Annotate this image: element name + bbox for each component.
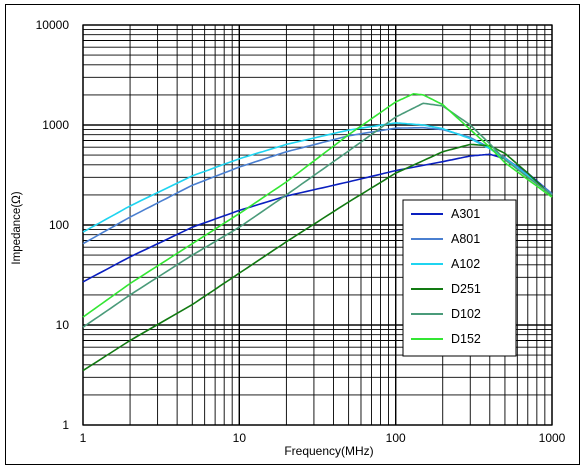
series-line-d152 (82, 92, 553, 318)
x-axis-label: Frequency(MHz) (284, 444, 373, 458)
y-axis-label: Impedance(Ω) (11, 191, 23, 264)
x-tick-label: 10 (233, 431, 247, 445)
impedance-chart: 1 10 100 1000 1 10 100 1000 10000 A301 A801 A102 D2… (11, 18, 566, 458)
y-tick-label: 10 (56, 318, 70, 332)
y-tick-label: 1 (62, 418, 69, 432)
y-tick-label: 10000 (36, 18, 70, 32)
legend-label-a801: A801 (451, 232, 480, 246)
legend-label-d102: D102 (451, 307, 481, 321)
legend-label-d152: D152 (451, 332, 481, 346)
series-line-d102 (82, 102, 553, 328)
legend-box (402, 199, 517, 357)
y-tick-label: 1000 (42, 118, 69, 132)
axes: 1 10 100 1000 1 10 100 1000 10000 (36, 18, 566, 445)
chart-frame: 1 10 100 1000 1 10 100 1000 10000 A301 A801 A102 D2… (5, 4, 580, 465)
y-tick-label: 100 (49, 218, 69, 232)
legend-label-a102: A102 (451, 257, 480, 271)
legend-label-d251: D251 (451, 282, 481, 296)
series-line-d251 (82, 143, 553, 372)
legend-label-a301: A301 (451, 207, 480, 221)
series-lines (82, 92, 553, 372)
x-tick-label: 1 (80, 431, 87, 445)
x-tick-label: 100 (386, 431, 406, 445)
plot-border (82, 24, 553, 426)
x-tick-label: 1000 (539, 431, 566, 445)
legend: A301 A801 A102 D251 D102 D152 (402, 199, 517, 357)
